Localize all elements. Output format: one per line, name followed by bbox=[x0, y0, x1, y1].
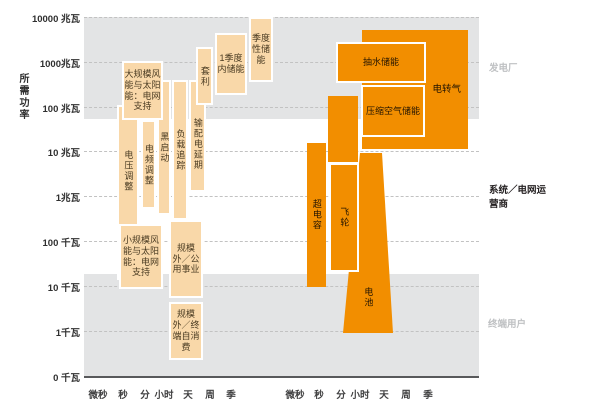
gridline bbox=[84, 107, 479, 108]
y-tick-label: 0 千瓦 bbox=[53, 373, 80, 384]
box-arbitrage: 套利 bbox=[196, 47, 213, 105]
box-small-scale-renewables-grid-support: 小规模风 能与太阳 能：电网 支持 bbox=[119, 224, 163, 289]
x-tick-label-applications: 秒 bbox=[118, 390, 128, 401]
box-label-t-and-d-deferral: 输配电延期 bbox=[192, 117, 203, 171]
x-tick-label-applications: 季 bbox=[226, 390, 236, 401]
gridline bbox=[84, 331, 479, 332]
box-label-arbitrage: 套利 bbox=[199, 65, 210, 87]
box-label-within-season-storage: 1季度 内储能 bbox=[217, 53, 245, 74]
box-frequency-regulation: 电频调整 bbox=[141, 120, 156, 209]
x-tick-label-technologies: 周 bbox=[401, 390, 411, 401]
box-flywheel: 飞轮 bbox=[329, 163, 359, 272]
box-label-seasonal-storage: 季度 性储 能 bbox=[251, 33, 270, 65]
sector-label-power-plant: 发电厂 bbox=[489, 63, 518, 74]
y-axis-title: 所需功率 bbox=[17, 73, 28, 121]
box-load-following: 负载追踪 bbox=[172, 80, 188, 220]
box-supercapacitor: 超电容 bbox=[307, 143, 326, 287]
box-label-load-following: 负载追踪 bbox=[175, 129, 186, 171]
box-pumped-hydro-storage: 抽水储能 bbox=[336, 42, 426, 83]
end-user-band bbox=[84, 274, 479, 376]
box-label-power-to-gas: 电转气 bbox=[432, 83, 461, 95]
y-tick-label: 10000 兆瓦 bbox=[31, 14, 80, 25]
box-label-battery: 电池 bbox=[363, 286, 374, 308]
box-label-small-scale-renewables-grid-support: 小规模风 能与太阳 能：电网 支持 bbox=[122, 234, 159, 278]
gridline bbox=[84, 62, 479, 63]
box-label-pumped-hydro-storage: 抽水储能 bbox=[362, 57, 399, 68]
box-label-flywheel: 飞轮 bbox=[339, 207, 350, 228]
box-large-scale-renewables-grid-support: 大规模风 能与太阳 能：电网 支持 bbox=[122, 61, 163, 120]
x-tick-label-technologies: 微秒 bbox=[285, 390, 305, 401]
y-tick-label: 100 兆瓦 bbox=[42, 104, 81, 115]
y-tick-label: 1000兆瓦 bbox=[39, 59, 80, 70]
x-tick-label-technologies: 秒 bbox=[314, 390, 324, 401]
y-tick-label: 10 千瓦 bbox=[47, 283, 80, 294]
box-seasonal-storage: 季度 性储 能 bbox=[249, 17, 273, 82]
gridline bbox=[84, 17, 479, 18]
y-tick-label: 100 千瓦 bbox=[42, 238, 81, 249]
box-label-behind-meter-self-consumption: 规模 外／终 端自消 费 bbox=[172, 309, 200, 352]
box-label-black-start: 黑启动 bbox=[159, 131, 170, 164]
x-tick-label-applications: 分 bbox=[140, 390, 150, 401]
box-label-compressed-air-storage: 压缩空气储能 bbox=[365, 105, 420, 116]
y-tick-label: 1千瓦 bbox=[55, 328, 80, 339]
zero-axis-line bbox=[84, 376, 479, 378]
box-label-large-scale-renewables-grid-support: 大规模风 能与太阳 能：电网 支持 bbox=[124, 68, 161, 112]
x-tick-label-applications: 周 bbox=[205, 390, 215, 401]
y-tick-label: 1兆瓦 bbox=[55, 193, 80, 204]
box-behind-meter-self-consumption: 规模 外／终 端自消 费 bbox=[169, 302, 203, 360]
x-tick-label-applications: 小时 bbox=[154, 390, 174, 401]
x-tick-label-technologies: 天 bbox=[379, 390, 389, 401]
box-compressed-air-storage: 压缩空气储能 bbox=[361, 85, 425, 137]
box-flywheel-upper-range bbox=[328, 96, 358, 162]
x-tick-label-applications: 天 bbox=[183, 390, 193, 401]
sector-label-system-grid-operator: 系统／电网运 营商 bbox=[489, 185, 547, 211]
x-tick-label-technologies: 小时 bbox=[350, 390, 370, 401]
gridline bbox=[84, 196, 479, 197]
gridline bbox=[84, 241, 479, 242]
box-label-voltage-regulation: 电压调整 bbox=[123, 149, 134, 192]
gridline bbox=[84, 286, 479, 287]
x-tick-label-technologies: 季 bbox=[423, 390, 433, 401]
box-label-supercapacitor: 超电容 bbox=[311, 199, 322, 231]
box-behind-meter-utility: 规模 外／公 用事业 bbox=[169, 220, 203, 298]
box-label-frequency-regulation: 电频调整 bbox=[143, 143, 154, 186]
box-within-season-storage: 1季度 内储能 bbox=[215, 33, 247, 95]
sector-label-end-user: 终端用户 bbox=[488, 319, 527, 330]
x-tick-label-technologies: 分 bbox=[336, 390, 346, 401]
gridline bbox=[84, 151, 479, 152]
box-label-behind-meter-utility: 规模 外／公 用事业 bbox=[172, 242, 200, 275]
y-tick-label: 10 兆瓦 bbox=[47, 148, 80, 159]
x-tick-label-applications: 微秒 bbox=[88, 390, 108, 401]
